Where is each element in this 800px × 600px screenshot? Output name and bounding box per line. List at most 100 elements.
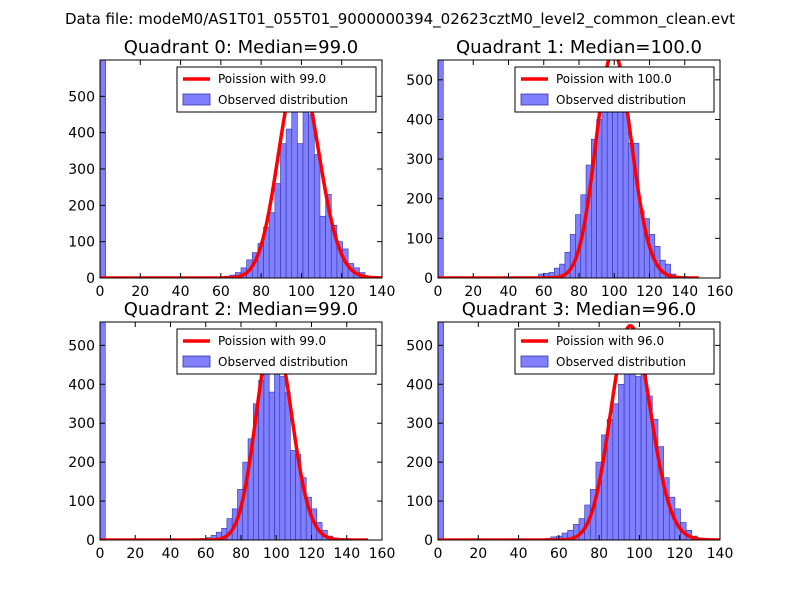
x-tick-label: 60 [197,546,215,562]
quadrant-0-legend: Poission with 99.0 Observed distribution [176,66,377,113]
quadrant-1-bar [622,99,629,278]
y-tick-label: 0 [424,533,433,549]
quadrant-3-bar [618,383,625,540]
quadrant-0-bar [319,215,326,278]
x-tick-label: 100 [263,546,290,562]
legend-bar-label: Observed distribution [218,355,348,369]
x-tick-label: 20 [126,546,144,562]
quadrant-0-bar [268,212,276,278]
quadrant-1-bar [617,91,624,278]
x-tick-label: 40 [510,546,528,562]
quadrant-1-bar [606,95,613,278]
x-tick-label: 0 [434,546,443,562]
legend-bar-swatch [182,93,211,106]
quadrant-1-bar [438,60,444,278]
y-tick-label: 300 [68,162,95,178]
legend-bar-swatch [520,355,549,368]
y-tick-label: 0 [86,533,95,549]
quadrant-0-bar [302,85,309,278]
quadrant-2-title: Quadrant 2: Median=99.0 [124,299,359,320]
x-tick-label: 140 [369,284,396,300]
y-tick-label: 100 [68,494,95,510]
x-tick-label: 100 [288,284,315,300]
quadrant-2-bar [268,391,275,540]
x-tick-label: 40 [500,284,518,300]
quadrant-2-poisson-curve [100,329,368,540]
quadrant-2-panel: Quadrant 2: Median=99.0 0 20 40 60 80 100 120 14… [68,299,395,562]
quadrant-2-bar [284,391,291,540]
x-tick-label: 20 [464,284,482,300]
quadrant-0-bar [314,154,321,278]
x-tick-label: 20 [131,284,149,300]
quadrant-3-bar [612,403,619,540]
y-tick-label: 100 [406,494,433,510]
quadrant-3-legend: Poission with 96.0 Observed distribution [514,328,715,375]
y-tick-label: 500 [68,338,95,354]
y-tick-label: 300 [406,152,433,168]
quadrant-3-title: Quadrant 3: Median=96.0 [462,299,697,320]
y-tick-label: 200 [68,198,95,214]
y-tick-label: 200 [406,192,433,208]
legend-bar-swatch [520,93,549,106]
x-tick-label: 120 [328,284,355,300]
y-tick-label: 0 [424,271,433,287]
y-tick-label: 400 [68,126,95,142]
y-tick-label: 300 [406,416,433,432]
y-tick-label: 200 [68,455,95,471]
y-tick-label: 100 [68,235,95,251]
quadrant-3-bars [438,322,698,540]
x-tick-label: 60 [212,284,230,300]
x-tick-label: 120 [666,546,693,562]
quadrant-0-poisson-curve [100,69,382,278]
x-tick-label: 100 [601,284,628,300]
x-tick-label: 140 [707,546,734,562]
quadrant-2-bar [279,376,286,540]
y-tick-label: 400 [68,377,95,393]
quadrant-1-panel: Quadrant 1: Median=100.0 0 20 40 60 80 100 120 1… [406,37,733,300]
x-tick-label: 80 [590,546,608,562]
quadrant-1-poisson-curve [438,60,699,278]
x-tick-label: 120 [298,546,325,562]
figure-suptitle: Data file: modeM0/AS1T01_055T01_90000003… [65,10,735,29]
quadrant-3-poisson-curve [438,324,720,540]
quadrant-0-bars [100,60,372,278]
quadrant-1-bar [569,234,576,278]
x-tick-label: 60 [550,546,568,562]
quadrant-0-bar [291,103,298,278]
quadrant-0-panel: Quadrant 0: Median=99.0 0 20 40 60 80 100 120 14… [68,37,395,300]
quadrant-2-bar [100,322,106,540]
x-tick-label: 80 [570,284,588,300]
quadrant-0-bar [280,143,287,278]
legend-curve-label: Poission with 100.0 [556,72,672,86]
y-tick-label: 200 [406,455,433,471]
y-tick-label: 400 [406,112,433,128]
y-tick-label: 100 [406,231,433,247]
quadrant-2-bar [290,450,296,540]
x-tick-label: 100 [626,546,653,562]
x-tick-label: 140 [671,284,698,300]
legend-curve-label: Poission with 99.0 [218,72,326,86]
x-tick-label: 40 [172,284,190,300]
y-tick-label: 400 [406,377,433,393]
quadrant-0-title: Quadrant 0: Median=99.0 [124,37,359,58]
quadrant-3-bar [623,360,631,540]
x-tick-label: 120 [636,284,663,300]
x-tick-label: 140 [333,546,360,562]
x-tick-label: 40 [162,546,180,562]
legend-bar-label: Observed distribution [218,93,348,107]
legend-bar-label: Observed distribution [556,355,686,369]
x-tick-label: 80 [252,284,270,300]
quadrant-3-bar [438,322,444,540]
x-tick-label: 0 [96,284,105,300]
legend-curve-label: Poission with 99.0 [218,334,326,348]
y-tick-label: 500 [406,338,433,354]
x-tick-label: 160 [369,546,396,562]
legend-bar-swatch [182,355,211,368]
quadrant-0-bar [297,143,304,278]
x-tick-label: 80 [232,546,250,562]
legend-curve-label: Poission with 96.0 [556,334,664,348]
y-tick-label: 500 [68,89,95,105]
quadrant-0-bar [308,114,315,278]
quadrant-0-bar [285,128,293,278]
